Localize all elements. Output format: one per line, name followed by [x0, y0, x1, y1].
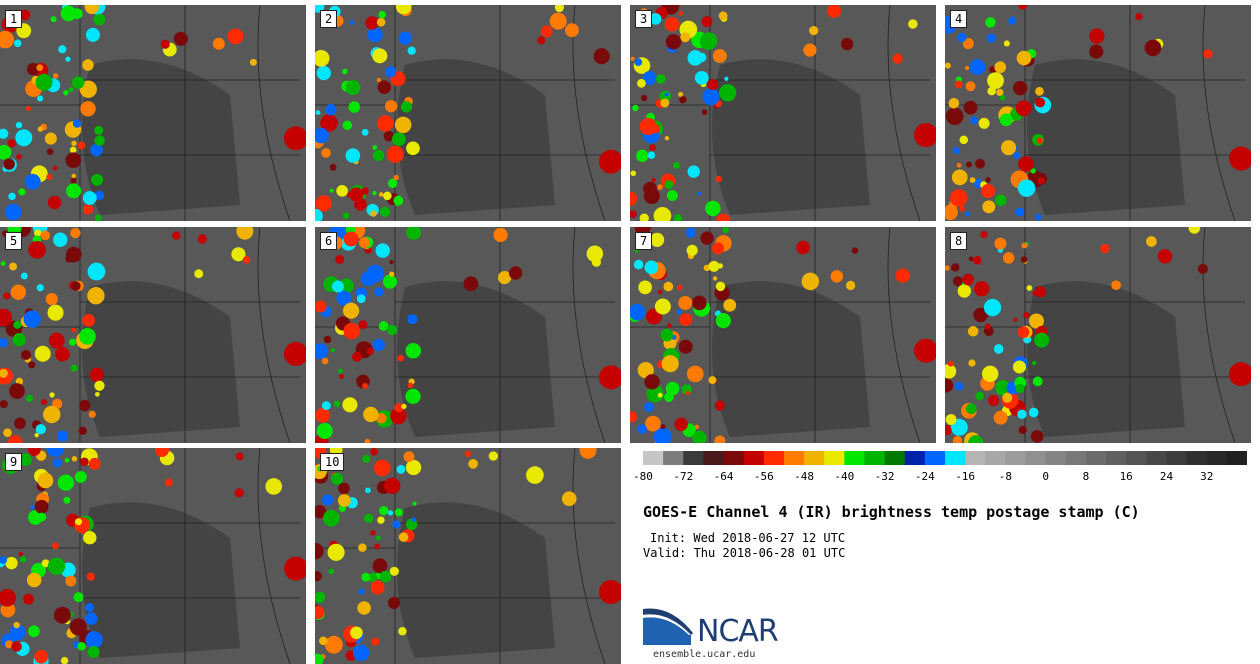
map-panel-3: 3 [630, 5, 936, 221]
colorbar-tick-label: 8 [1082, 470, 1090, 483]
colorbar-swatch [1166, 451, 1188, 465]
panel-label: 3 [635, 10, 653, 28]
panel-label: 9 [5, 453, 23, 471]
panel-label: 10 [320, 453, 345, 471]
colorbar-tick-label: 24 [1159, 470, 1174, 483]
colorbar-swatch [804, 451, 825, 465]
colorbar-swatch [763, 451, 785, 465]
panel-label: 6 [320, 232, 338, 250]
colorbar-swatch [663, 451, 684, 465]
logo-text: NCAR [697, 614, 779, 649]
panel-label: 7 [635, 232, 653, 250]
colorbar-swatch [824, 451, 845, 465]
map-panel-2: 2 [315, 5, 621, 221]
colorbar-swatch [1005, 451, 1027, 465]
colorbar-tick-label: -72 [673, 470, 694, 483]
colorbar-swatch [1226, 451, 1247, 465]
colorbar-swatch [743, 451, 765, 465]
map-panel-9: 9 [0, 448, 306, 664]
colorbar-swatch [1085, 451, 1107, 465]
map-panel-4: 4 [945, 5, 1251, 221]
map-panel-6: 6 [315, 227, 621, 443]
colorbar-swatch [945, 451, 966, 465]
satellite-image [315, 227, 621, 443]
colorbar-swatch [1206, 451, 1228, 465]
colorbar-swatch [884, 451, 906, 465]
colorbar-tick-label: -56 [753, 470, 774, 483]
colorbar-swatch [1106, 451, 1127, 465]
map-panel-7: 7 [630, 227, 936, 443]
colorbar-swatch [965, 451, 986, 465]
map-panel-10: 10 [315, 448, 621, 664]
panel-label: 5 [5, 232, 23, 250]
satellite-image [945, 5, 1251, 221]
colorbar-swatch [683, 451, 704, 465]
colorbar-swatch [1025, 451, 1047, 465]
colorbar-swatch [643, 451, 664, 465]
colorbar-swatch [864, 451, 886, 465]
colorbar-swatch [1045, 451, 1067, 465]
colorbar-swatch [783, 451, 805, 465]
satellite-image [945, 227, 1251, 443]
satellite-image [315, 5, 621, 221]
panel-label: 2 [320, 10, 338, 28]
colorbar-swatch [1186, 451, 1208, 465]
colorbar-swatch [703, 451, 725, 465]
colorbar-tick-label: 16 [1119, 470, 1133, 483]
colorbar-tick-label: -8 [998, 470, 1013, 483]
colorbar-swatch [924, 451, 946, 465]
colorbar-tick-label: -24 [914, 470, 935, 483]
colorbar-swatch [1126, 451, 1147, 465]
colorbar-tick-label: -80 [633, 470, 653, 483]
colorbar-tick-label: 0 [1042, 470, 1049, 483]
colorbar-swatch [985, 451, 1006, 465]
colorbar-swatch [1065, 451, 1087, 465]
satellite-image [315, 448, 621, 664]
colorbar-swatch [904, 451, 926, 465]
colorbar-tick-label: 32 [1200, 470, 1214, 483]
satellite-image [630, 5, 936, 221]
init-time: Init: Wed 2018-06-27 12 UTC [650, 531, 846, 545]
satellite-image [0, 5, 306, 221]
satellite-image [0, 448, 306, 664]
colorbar-tick-label: -16 [955, 470, 976, 483]
valid-time: Valid: Thu 2018-06-28 01 UTC [643, 546, 846, 560]
colorbar-swatch [1146, 451, 1167, 465]
colorbar-tick-label: -40 [834, 470, 855, 483]
map-panel-5: 5 [0, 227, 306, 443]
satellite-image [630, 227, 936, 443]
colorbar [643, 451, 1247, 465]
figure-title: GOES-E Channel 4 (IR) brightness temp po… [643, 503, 1140, 521]
colorbar-swatch [844, 451, 865, 465]
colorbar-tick-label: -64 [713, 470, 734, 483]
colorbar-swatch [723, 451, 745, 465]
panel-label: 1 [5, 10, 23, 28]
satellite-image [0, 227, 306, 443]
logo-url: ensemble.ucar.edu [653, 649, 756, 660]
colorbar-tick-label: -48 [794, 470, 814, 483]
colorbar-tick-label: -32 [874, 470, 895, 483]
map-panel-1: 1 [0, 5, 306, 221]
panel-label: 8 [950, 232, 968, 250]
colorbar-ticks: -80 -72 -64 -56 -48 -40 -32 -24 -16 -8 0 8 16 24 32 [633, 466, 1260, 486]
panel-label: 4 [950, 10, 968, 28]
ncar-logo-icon [643, 608, 693, 645]
map-panel-8: 8 [945, 227, 1251, 443]
